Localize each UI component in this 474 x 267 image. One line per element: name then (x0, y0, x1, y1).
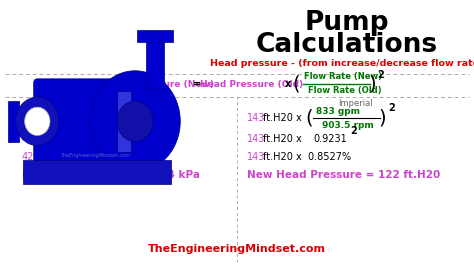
FancyBboxPatch shape (117, 91, 131, 152)
Text: Calculations: Calculations (256, 32, 438, 58)
Text: 2: 2 (377, 70, 384, 80)
Text: =: = (193, 79, 201, 89)
Text: 428: 428 (22, 152, 40, 162)
Text: Formula:: Formula: (60, 79, 109, 89)
Text: ft.H20 x  0.8527%: ft.H20 x 0.8527% (263, 152, 351, 162)
Text: 0.9231: 0.9231 (313, 134, 347, 144)
Text: 143: 143 (247, 134, 265, 144)
Text: 52.6 l/s: 52.6 l/s (82, 107, 119, 116)
Circle shape (90, 71, 180, 172)
Text: 2: 2 (130, 126, 137, 136)
Text: 57 l/s: 57 l/s (95, 120, 122, 129)
Text: 903.5 rpm: 903.5 rpm (322, 120, 374, 129)
FancyBboxPatch shape (23, 160, 171, 184)
Text: Head Pressure (New): Head Pressure (New) (106, 80, 214, 88)
Text: 833 gpm: 833 gpm (316, 107, 360, 116)
Text: Head pressure - (from increase/decrease flow rate): Head pressure - (from increase/decrease … (210, 60, 474, 69)
Text: kPa x: kPa x (40, 134, 66, 144)
Text: ft.H20 x: ft.H20 x (263, 113, 302, 123)
FancyBboxPatch shape (34, 79, 122, 164)
Text: (: ( (305, 108, 312, 128)
Text: (: ( (292, 74, 300, 93)
Text: Flow Rate (Old): Flow Rate (Old) (308, 87, 382, 96)
Circle shape (25, 107, 50, 135)
Text: ): ) (378, 108, 386, 128)
Circle shape (16, 97, 59, 146)
Text: x: x (285, 79, 291, 89)
FancyBboxPatch shape (146, 38, 164, 89)
Circle shape (117, 101, 153, 142)
Text: Pump: Pump (305, 10, 389, 36)
Text: ): ) (135, 108, 143, 128)
Text: 143: 143 (247, 113, 265, 123)
Text: Metric: Metric (107, 100, 133, 108)
Text: Imperial: Imperial (337, 100, 372, 108)
FancyBboxPatch shape (137, 30, 173, 42)
Text: (: ( (70, 108, 78, 128)
Text: kPa x: kPa x (40, 113, 66, 123)
Text: 428: 428 (22, 134, 40, 144)
Text: ft.H20 x: ft.H20 x (263, 134, 302, 144)
Text: 2: 2 (388, 103, 395, 113)
Text: TheEngineeringMindset.com: TheEngineeringMindset.com (148, 244, 326, 254)
Text: 143: 143 (247, 152, 265, 162)
Text: (0.9228 ): (0.9228 ) (78, 134, 123, 144)
Text: kPa x  0.8516 %: kPa x 0.8516 % (40, 152, 118, 162)
Text: Head Pressure (Old): Head Pressure (Old) (200, 80, 303, 88)
Text: 2: 2 (350, 126, 357, 136)
Text: New Head Pressure = 122 ft.H20: New Head Pressure = 122 ft.H20 (247, 170, 440, 180)
Text: Flow Rate (New): Flow Rate (New) (304, 73, 382, 81)
Text: 2: 2 (145, 103, 152, 113)
FancyBboxPatch shape (9, 101, 19, 142)
Text: TheEngineeringMindset.com: TheEngineeringMindset.com (60, 153, 130, 158)
Text: ): ) (368, 74, 375, 93)
Text: 428: 428 (22, 113, 40, 123)
FancyBboxPatch shape (14, 107, 39, 135)
Text: New Head Pressure = 364 kPa: New Head Pressure = 364 kPa (22, 170, 200, 180)
